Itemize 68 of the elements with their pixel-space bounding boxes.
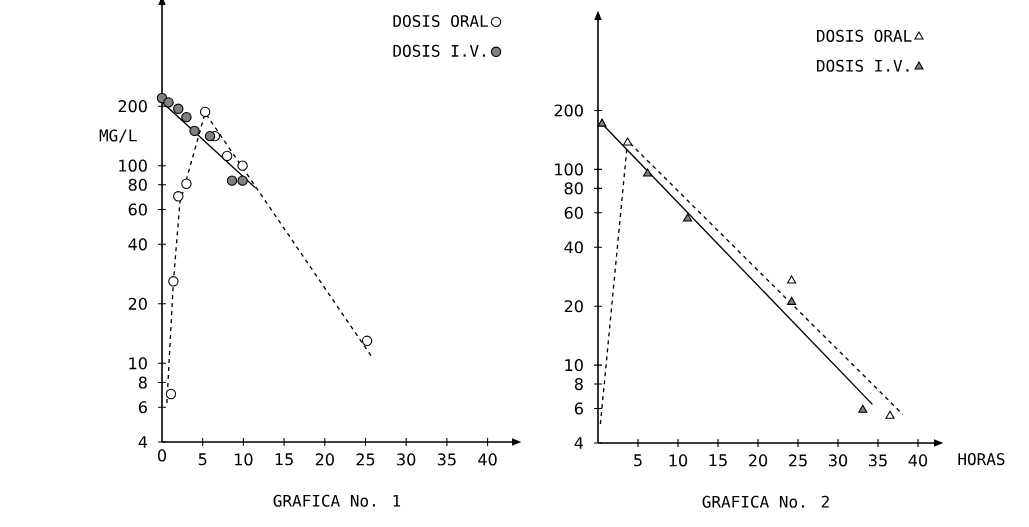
- y-tick-label: 8: [138, 376, 147, 389]
- point: [237, 175, 248, 186]
- x-tick-label: 20: [748, 454, 768, 467]
- text: GRAFICA No. 2: [702, 495, 829, 508]
- legend-label: DOSIS ORAL: [393, 14, 488, 28]
- x-tick-label: 40: [478, 453, 497, 466]
- point: [226, 175, 238, 186]
- y-tick-label: 10: [565, 359, 583, 372]
- point: [237, 160, 248, 171]
- y-tick-label: 100: [555, 163, 583, 176]
- x-tick-label: 15: [275, 453, 293, 466]
- y-axis-title: MG/L: [99, 129, 137, 143]
- legend-label: DOSIS I.V.: [393, 44, 485, 57]
- y-tick-label: 4: [138, 436, 148, 448]
- point: [181, 178, 192, 189]
- point: [173, 103, 184, 114]
- y-tick-label: 20: [564, 300, 583, 313]
- y-tick-label: 60: [564, 206, 583, 219]
- point: [623, 137, 633, 146]
- x-tick-label: 25: [356, 453, 375, 466]
- y-tick-label: 80: [128, 178, 147, 191]
- x-axis-title: HORAS: [958, 453, 1005, 466]
- point: [683, 213, 693, 222]
- point: [597, 118, 607, 127]
- point: [204, 130, 216, 142]
- x-tick-label: 35: [869, 454, 887, 467]
- x-tick-label: 40: [908, 454, 928, 467]
- x-tick-label: 15: [709, 454, 727, 467]
- legend-label: DOSIS I.V.: [817, 59, 909, 72]
- point: [199, 106, 211, 118]
- y-tick-label: 20: [128, 297, 147, 310]
- x-tick-label: 20: [315, 453, 334, 466]
- y-tick-label: 6: [574, 402, 583, 415]
- x-tick-label: 5: [198, 453, 207, 466]
- y-tick-label: 200: [554, 104, 583, 117]
- y-tick-label: 100: [119, 159, 147, 172]
- point: [165, 388, 177, 400]
- y-tick-label: 8: [574, 378, 583, 391]
- x-tick-label: 5: [634, 454, 642, 467]
- text: GRAFICA No. 1: [273, 494, 401, 507]
- x-tick-label: 10: [669, 454, 688, 467]
- point: [221, 150, 233, 162]
- y-tick-label: 200: [118, 100, 147, 113]
- y-tick-label: 40: [564, 241, 583, 254]
- point: [885, 410, 895, 419]
- x-tick-label: 0: [157, 449, 167, 462]
- y-tick-label: 80: [564, 182, 583, 195]
- point: [361, 335, 373, 347]
- x-tick-label: 10: [234, 453, 253, 466]
- point: [168, 276, 179, 287]
- y-tick-label: 40: [128, 238, 147, 251]
- x-tick-label: 35: [437, 453, 456, 466]
- x-tick-label: 25: [788, 454, 807, 467]
- x-tick-label: 30: [829, 454, 848, 467]
- y-tick-label: 4: [574, 437, 584, 449]
- x-tick-label: 30: [397, 453, 416, 466]
- point: [181, 111, 192, 123]
- y-tick-label: 10: [129, 357, 147, 370]
- point: [643, 168, 653, 177]
- point: [787, 296, 797, 305]
- point: [787, 275, 797, 284]
- point: [173, 191, 184, 202]
- point: [858, 404, 868, 413]
- y-tick-label: 60: [128, 203, 147, 216]
- point: [163, 97, 174, 108]
- point: [189, 125, 200, 137]
- y-tick-label: 6: [138, 401, 147, 414]
- legend-label: DOSIS ORAL: [817, 29, 912, 42]
